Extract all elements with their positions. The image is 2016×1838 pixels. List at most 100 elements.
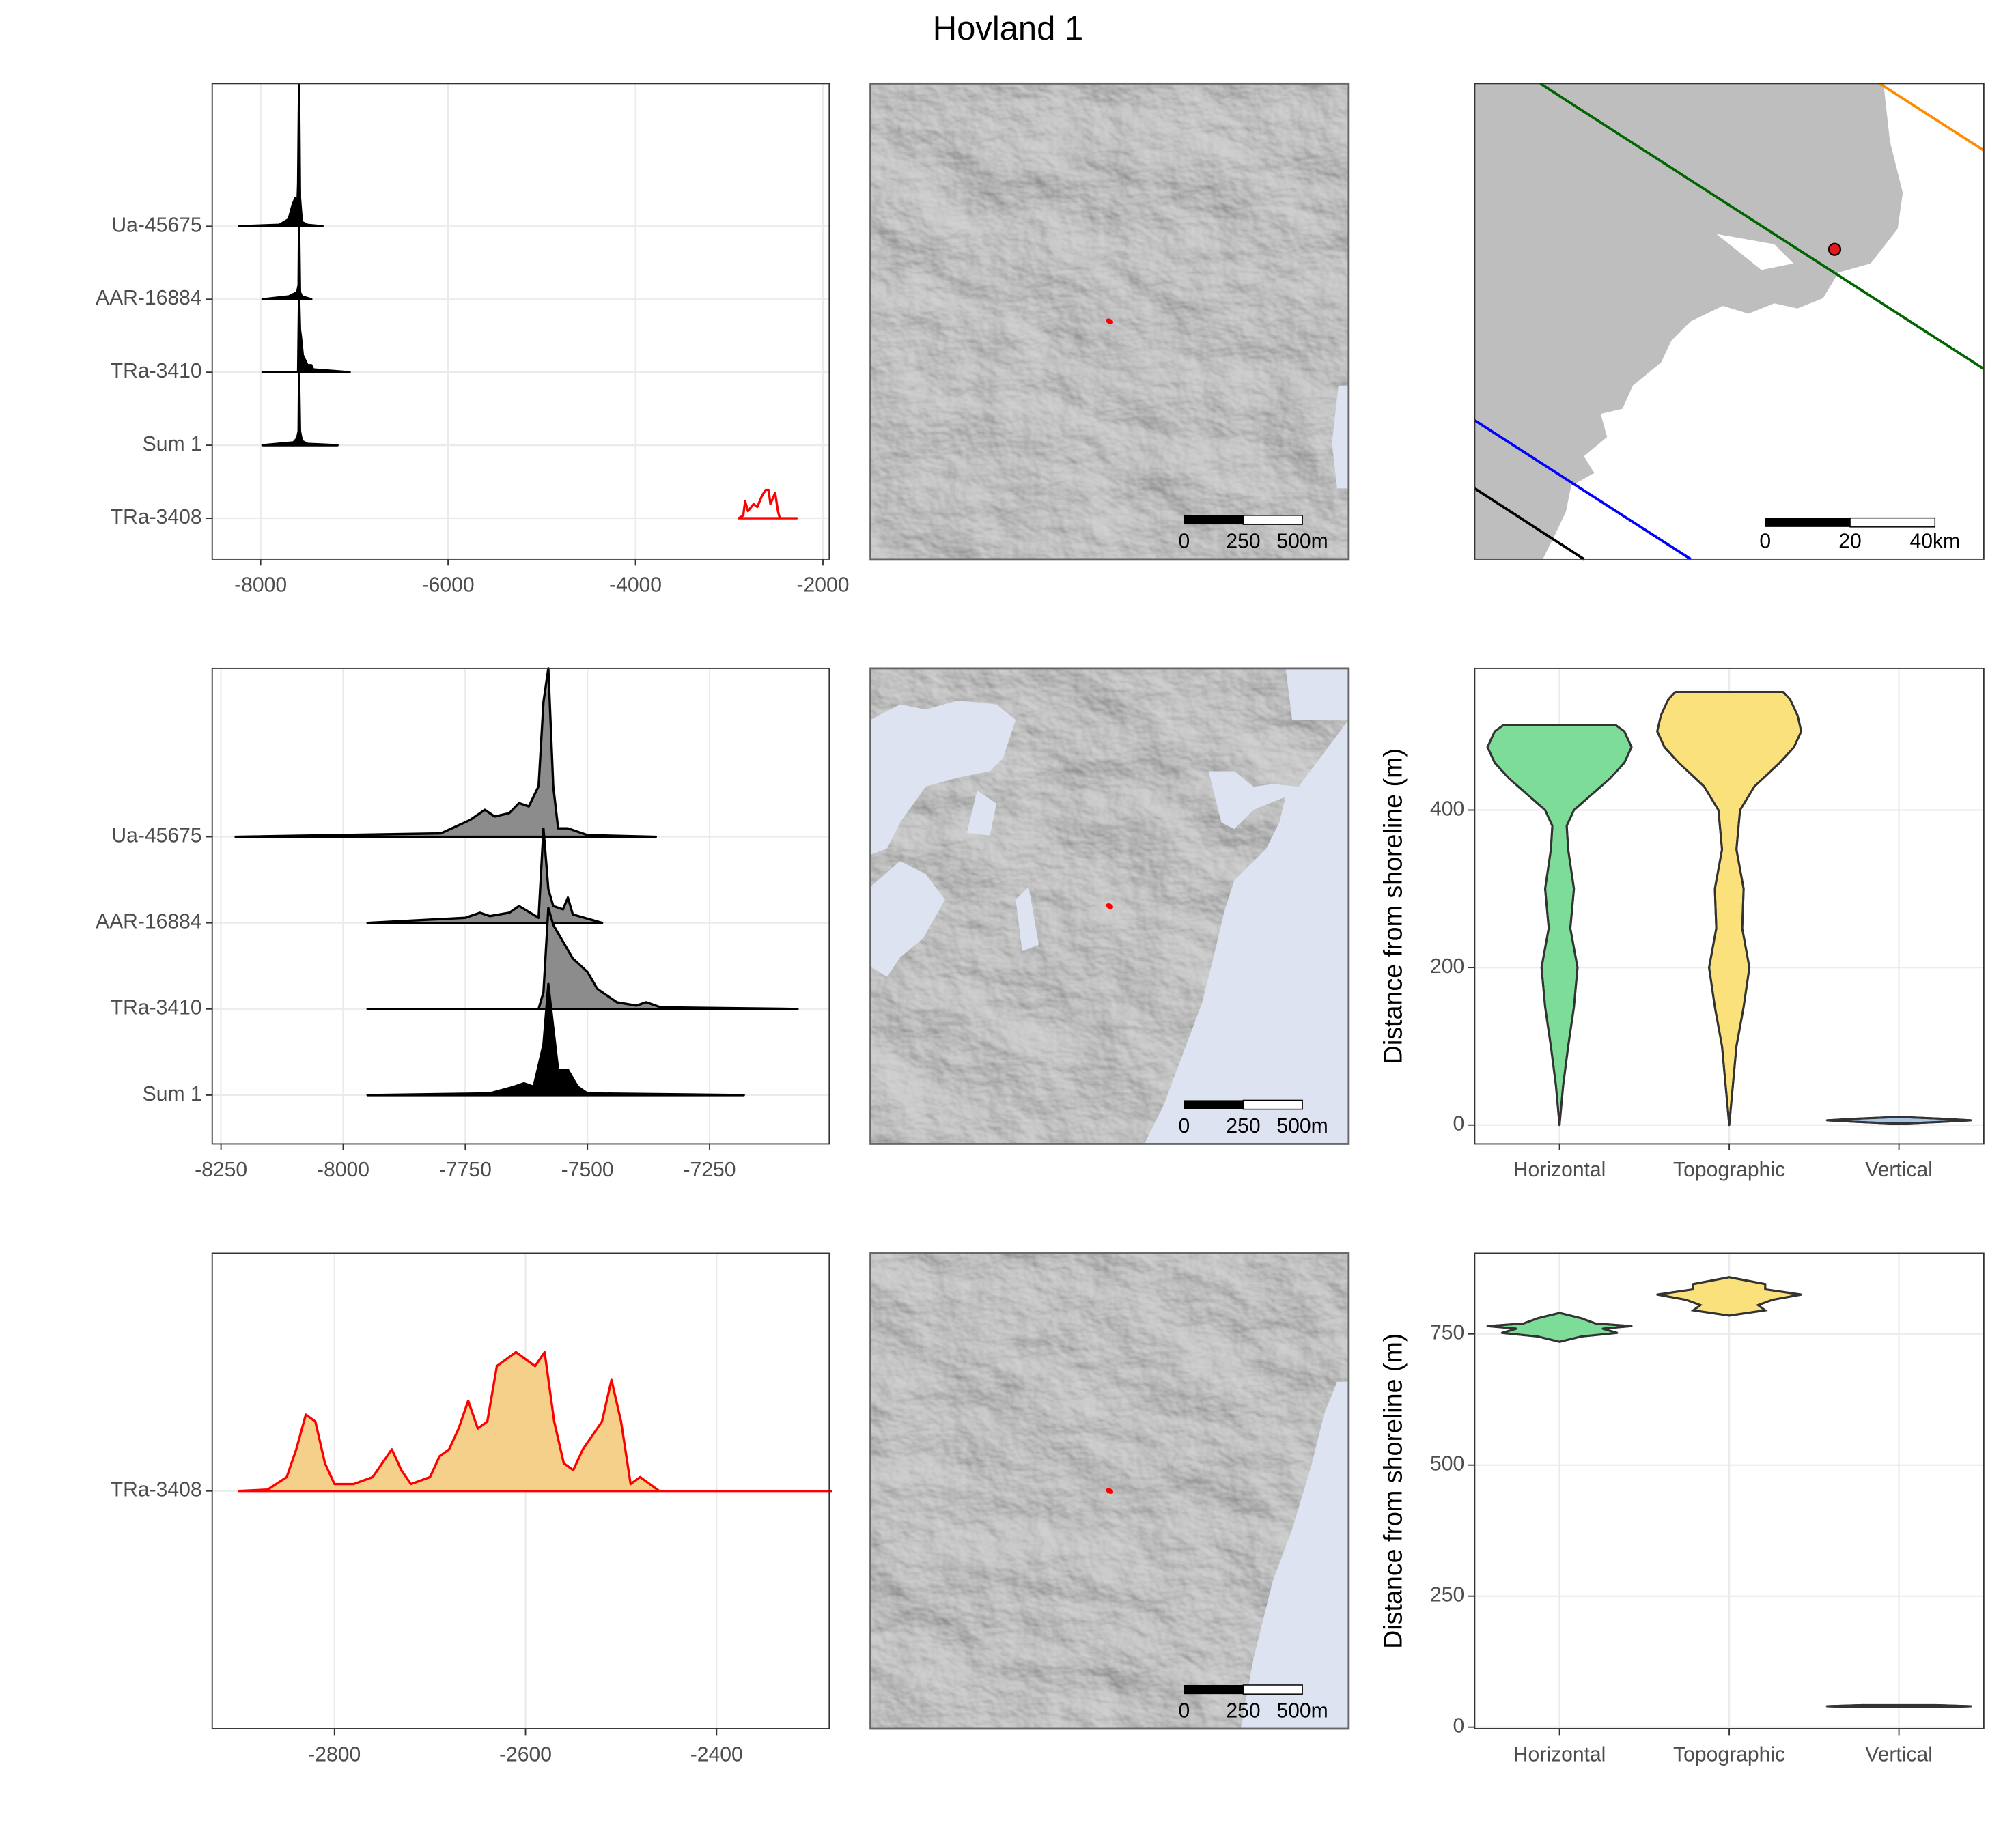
- violin-left: [1827, 1703, 1863, 1708]
- panel-border: [1474, 667, 1985, 1145]
- violin-left: [1486, 724, 1561, 1125]
- panel-border: [869, 82, 1350, 561]
- y-tick-label: Ua-45675: [111, 214, 201, 236]
- y-axis-label: Distance from shoreline (m): [1379, 748, 1408, 1064]
- scale-bar: [1184, 1100, 1244, 1109]
- y-tick-label: 500: [1430, 1453, 1464, 1475]
- violin-left: [1656, 691, 1731, 1125]
- violin-right: [1559, 1312, 1632, 1343]
- violin-right: [1935, 1703, 1972, 1708]
- scale-bar: [1242, 515, 1303, 525]
- y-tick-label: Ua-45675: [111, 824, 201, 847]
- panel-border: [1474, 83, 1985, 560]
- water: [870, 700, 1016, 855]
- violin-right: [1558, 724, 1633, 1125]
- panel-border: [869, 667, 1350, 1145]
- scale-bar: [1184, 1684, 1244, 1695]
- density-curve: [366, 982, 745, 1097]
- scale-label: 250: [1226, 1115, 1260, 1137]
- y-tick-label: TRa-3408: [111, 1479, 202, 1501]
- scale-bar: [1849, 517, 1936, 528]
- scale-label: 500m: [1276, 1699, 1328, 1722]
- water: [966, 790, 997, 836]
- scale-label: 20: [1838, 530, 1862, 552]
- x-tick-label: -7250: [684, 1159, 736, 1181]
- y-tick-label: AAR-16884: [96, 911, 202, 933]
- site: [1106, 318, 1114, 324]
- density-curve: [234, 667, 658, 838]
- density-curve: [238, 83, 324, 228]
- density-curve: [261, 293, 351, 373]
- x-tick-label: -4000: [609, 574, 662, 596]
- y-tick-label: TRa-3410: [111, 997, 202, 1019]
- violin-left: [1487, 1312, 1560, 1343]
- density-curve: [366, 907, 799, 1010]
- scale-label: 250: [1226, 1699, 1260, 1722]
- panel-background: [212, 83, 830, 559]
- scale-bar: [1242, 1684, 1303, 1695]
- scale-bar: [1184, 515, 1244, 525]
- y-axis-label: Distance from shoreline (m): [1379, 1333, 1408, 1649]
- x-tick-label: -2000: [796, 574, 849, 596]
- density-curve: [366, 827, 604, 924]
- scale-label: 40km: [1909, 530, 1960, 552]
- site: [1828, 242, 1842, 256]
- y-tick-label: Sum 1: [143, 1083, 202, 1105]
- scale-bar: [1242, 1099, 1303, 1110]
- scale-label: 0: [1179, 1699, 1190, 1722]
- x-tick-label: Vertical: [1865, 1743, 1933, 1766]
- y-tick-label: 400: [1430, 797, 1464, 820]
- y-tick-label: 0: [1453, 1113, 1465, 1135]
- shoreline-isobase: [1474, 487, 1585, 561]
- panel-border: [1474, 1252, 1985, 1729]
- water: [1285, 668, 1349, 720]
- x-tick-label: -2600: [499, 1743, 552, 1766]
- scale-label: 500m: [1276, 1115, 1328, 1137]
- water: [1332, 385, 1349, 489]
- x-tick-label: -8000: [234, 574, 287, 596]
- violin-right: [1728, 691, 1803, 1125]
- panel-border: [211, 1252, 830, 1729]
- water: [1016, 886, 1039, 952]
- panel-border: [211, 83, 830, 560]
- x-tick-label: -7500: [561, 1159, 614, 1181]
- figure-title: Hovland 1: [933, 10, 1083, 47]
- scale-label: 0: [1179, 530, 1190, 552]
- x-tick-label: Topographic: [1673, 1159, 1785, 1181]
- scale-label: 0: [1179, 1115, 1190, 1137]
- y-tick-label: 250: [1430, 1584, 1464, 1607]
- shoreline-isobase: [1539, 82, 1985, 370]
- density-curve: [737, 488, 798, 520]
- site: [1106, 1488, 1114, 1494]
- x-tick-label: -8250: [195, 1159, 247, 1181]
- scale-label: 0: [1759, 530, 1771, 552]
- y-tick-label: TRa-3408: [111, 506, 202, 528]
- y-tick-label: 0: [1453, 1715, 1465, 1738]
- x-tick-label: Horizontal: [1513, 1743, 1606, 1766]
- scale-label: 500m: [1276, 530, 1328, 552]
- scale-bar: [1765, 518, 1851, 527]
- x-tick-label: -2800: [308, 1743, 361, 1766]
- violin-left: [1657, 1276, 1730, 1317]
- x-tick-label: -8000: [317, 1159, 369, 1181]
- violin-left: [1827, 1116, 1892, 1125]
- x-tick-label: Vertical: [1865, 1159, 1933, 1181]
- y-tick-label: Sum 1: [143, 433, 202, 455]
- y-tick-label: 200: [1430, 955, 1464, 978]
- x-tick-label: -7750: [439, 1159, 492, 1181]
- density-curve: [261, 220, 313, 300]
- panel-border: [869, 1252, 1350, 1730]
- violin-right: [1728, 1276, 1802, 1317]
- y-tick-label: AAR-16884: [96, 287, 202, 309]
- density-curve: [261, 373, 339, 447]
- scale-label: 250: [1226, 530, 1260, 552]
- panel-border: [211, 667, 830, 1145]
- x-tick-label: Topographic: [1673, 1743, 1785, 1766]
- shoreline-isobase: [1879, 82, 1985, 152]
- y-tick-label: 750: [1430, 1322, 1464, 1344]
- land: [1716, 234, 1794, 270]
- x-tick-label: -6000: [422, 574, 475, 596]
- site: [1106, 903, 1114, 909]
